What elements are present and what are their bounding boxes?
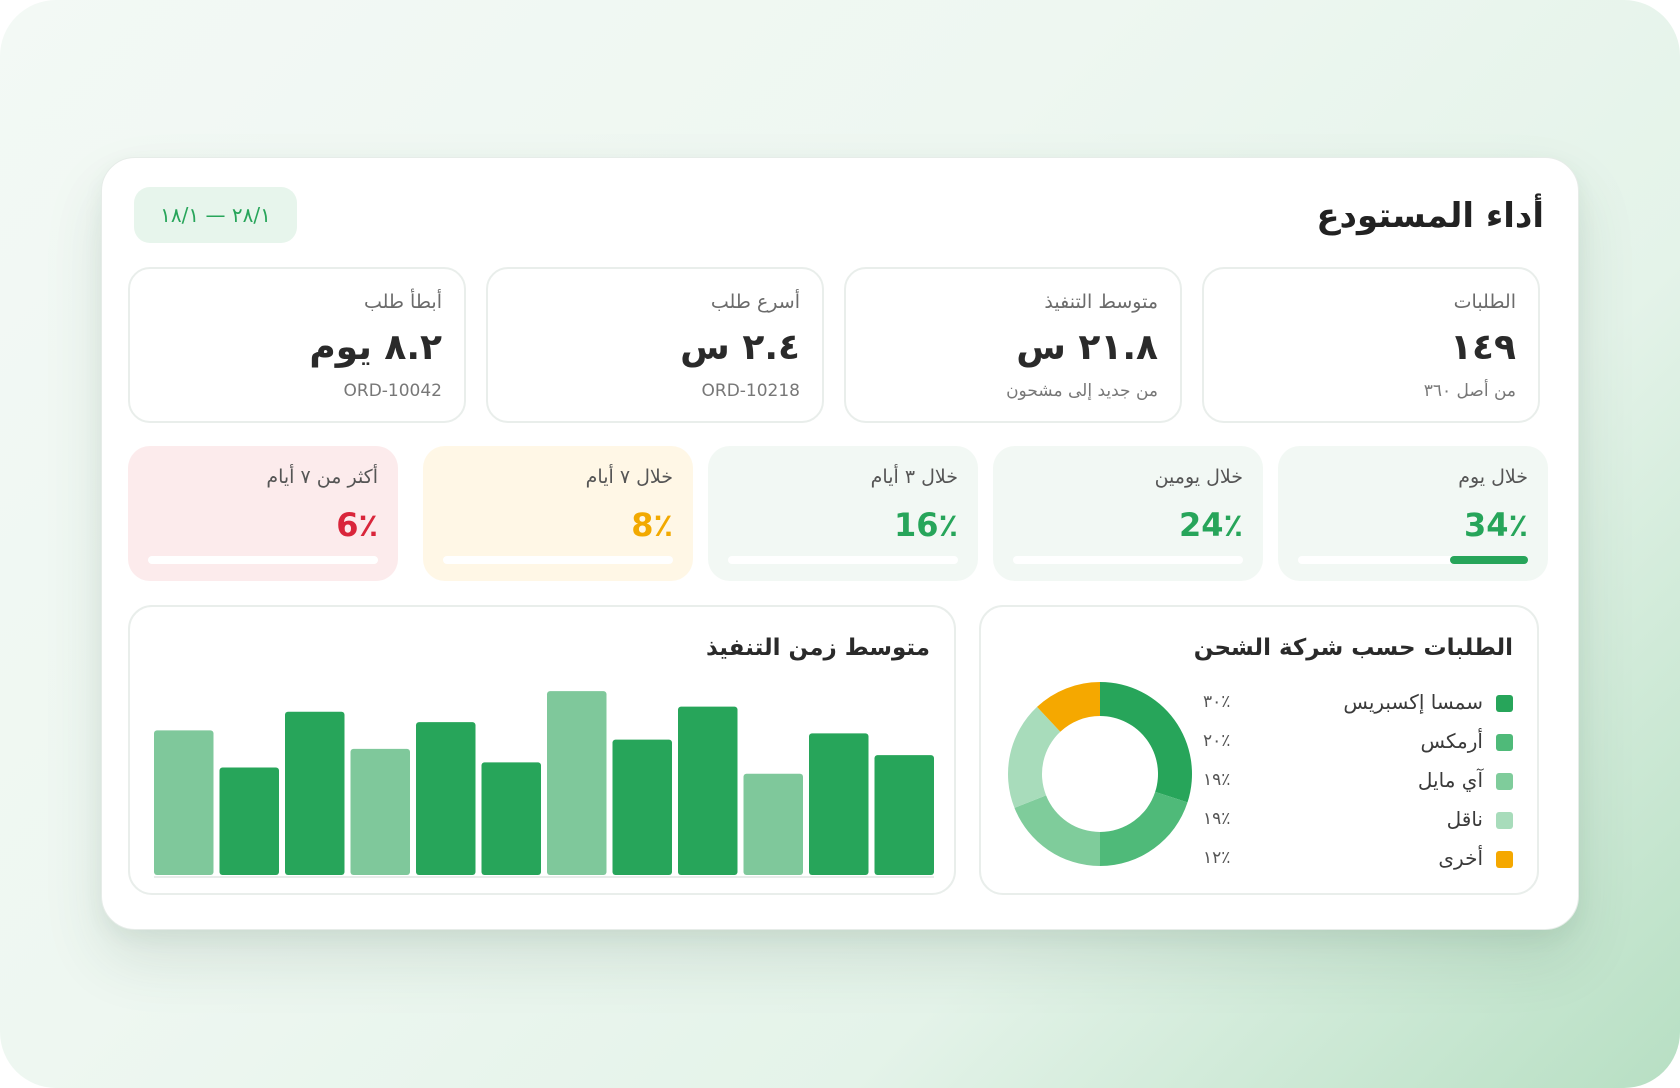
legend-item: أرمكس ٢٠٪ bbox=[1203, 728, 1513, 758]
legend-swatch bbox=[1496, 812, 1513, 829]
legend-label: أخرى bbox=[1438, 846, 1483, 870]
donut-slice bbox=[1008, 706, 1061, 808]
legend-value: ١٩٪ bbox=[1203, 770, 1231, 790]
carrier-panel: الطلبات حسب شركة الشحن سمسا إكسبريس ٣٠٪ أر… bbox=[979, 605, 1539, 895]
kpi-card-orders: الطلبات ١٤٩ من أصل ٣٦٠ bbox=[1202, 267, 1540, 423]
bar bbox=[874, 755, 934, 875]
dashboard-card: أداء المستودع ٢٨/١ — ١٨/١ الطلبات ١٤٩ من… bbox=[101, 157, 1579, 930]
carrier-panel-title: الطلبات حسب شركة الشحن bbox=[1193, 635, 1513, 661]
kpi-value: ٨.٢ يوم bbox=[309, 327, 442, 368]
kpi-label: أبطأ طلب bbox=[363, 291, 442, 313]
band-label: خلال ٧ أيام bbox=[585, 466, 673, 488]
bar bbox=[743, 773, 803, 875]
bar bbox=[547, 691, 607, 875]
kpi-value: ١٤٩ bbox=[1450, 327, 1516, 368]
bar bbox=[154, 730, 214, 875]
bar bbox=[612, 739, 672, 875]
legend-label: أرمكس bbox=[1420, 729, 1483, 753]
band-percent: 6٪ bbox=[336, 506, 378, 544]
legend-swatch bbox=[1496, 695, 1513, 712]
bar bbox=[481, 762, 541, 875]
legend-label: سمسا إكسبريس bbox=[1343, 690, 1483, 714]
band-label: خلال يومين bbox=[1154, 466, 1243, 488]
band-within-3-days: خلال ٣ أيام 16٪ bbox=[708, 446, 978, 581]
legend-item: ناقل ١٩٪ bbox=[1203, 806, 1513, 836]
bar bbox=[416, 722, 476, 875]
bar bbox=[678, 706, 738, 875]
kpi-subtext: ORD-10042 bbox=[343, 381, 443, 401]
kpi-card-fastest-order: أسرع طلب ٢.٤ س ORD-10218 bbox=[486, 267, 824, 423]
band-progress-track bbox=[443, 556, 673, 564]
legend-swatch bbox=[1496, 773, 1513, 790]
kpi-value: ٢.٤ س bbox=[680, 327, 800, 368]
band-over-7-days: أكثر من ٧ أيام 6٪ bbox=[128, 446, 398, 581]
band-percent: 8٪ bbox=[631, 506, 673, 544]
band-within-1-day: خلال يوم 34٪ bbox=[1278, 446, 1548, 581]
band-percent: 24٪ bbox=[1178, 506, 1243, 544]
band-label: خلال يوم bbox=[1458, 466, 1528, 488]
legend-value: ١٢٪ bbox=[1203, 848, 1231, 868]
kpi-subtext: ORD-10218 bbox=[701, 381, 801, 401]
kpi-label: أسرع طلب bbox=[710, 291, 800, 313]
legend-swatch bbox=[1496, 851, 1513, 868]
legend-label: آي مايل bbox=[1417, 768, 1483, 792]
bar bbox=[809, 733, 869, 875]
kpi-value: ٢١.٨ س bbox=[1016, 327, 1158, 368]
band-percent: 34٪ bbox=[1463, 506, 1528, 544]
kpi-card-avg-fulfillment: متوسط التنفيذ ٢١.٨ س من جديد إلى مشحون bbox=[844, 267, 1182, 423]
bar bbox=[285, 711, 345, 875]
band-progress-track bbox=[148, 556, 378, 564]
band-progress-fill bbox=[1449, 556, 1528, 564]
fulfillment-time-panel: متوسط زمن التنفيذ bbox=[128, 605, 956, 895]
legend-item: آي مايل ١٩٪ bbox=[1203, 767, 1513, 797]
band-progress-track bbox=[1013, 556, 1243, 564]
legend-value: ٢٠٪ bbox=[1203, 731, 1231, 751]
legend-value: ١٩٪ bbox=[1203, 809, 1231, 829]
band-percent: 16٪ bbox=[893, 506, 958, 544]
donut-slice bbox=[1014, 795, 1100, 866]
carrier-donut-chart bbox=[1008, 682, 1192, 866]
page-title: أداء المستودع bbox=[1316, 196, 1544, 236]
band-progress-track bbox=[1298, 556, 1528, 564]
band-label: أكثر من ٧ أيام bbox=[266, 466, 378, 488]
band-within-2-days: خلال يومين 24٪ bbox=[993, 446, 1263, 581]
legend-label: ناقل bbox=[1446, 807, 1483, 831]
donut-slice bbox=[1037, 682, 1100, 732]
kpi-label: الطلبات bbox=[1453, 291, 1516, 313]
legend-value: ٣٠٪ bbox=[1203, 692, 1231, 712]
band-within-7-days: خلال ٧ أيام 8٪ bbox=[423, 446, 693, 581]
fulfillment-time-title: متوسط زمن التنفيذ bbox=[705, 635, 930, 661]
legend-item: أخرى ١٢٪ bbox=[1203, 845, 1513, 875]
band-label: خلال ٣ أيام bbox=[870, 466, 958, 488]
kpi-card-slowest-order: أبطأ طلب ٨.٢ يوم ORD-10042 bbox=[128, 267, 466, 423]
fulfillment-time-bar-chart bbox=[154, 691, 934, 878]
kpi-subtext: من أصل ٣٦٠ bbox=[1423, 381, 1516, 401]
kpi-subtext: من جديد إلى مشحون bbox=[1006, 381, 1158, 401]
bar bbox=[350, 748, 410, 875]
donut-slice bbox=[1100, 682, 1192, 803]
donut-slice bbox=[1100, 791, 1188, 866]
bar bbox=[219, 767, 279, 875]
date-range-picker[interactable]: ٢٨/١ — ١٨/١ bbox=[134, 187, 297, 243]
band-progress-track bbox=[728, 556, 958, 564]
kpi-label: متوسط التنفيذ bbox=[1044, 291, 1158, 313]
legend-item: سمسا إكسبريس ٣٠٪ bbox=[1203, 689, 1513, 719]
legend-swatch bbox=[1496, 734, 1513, 751]
